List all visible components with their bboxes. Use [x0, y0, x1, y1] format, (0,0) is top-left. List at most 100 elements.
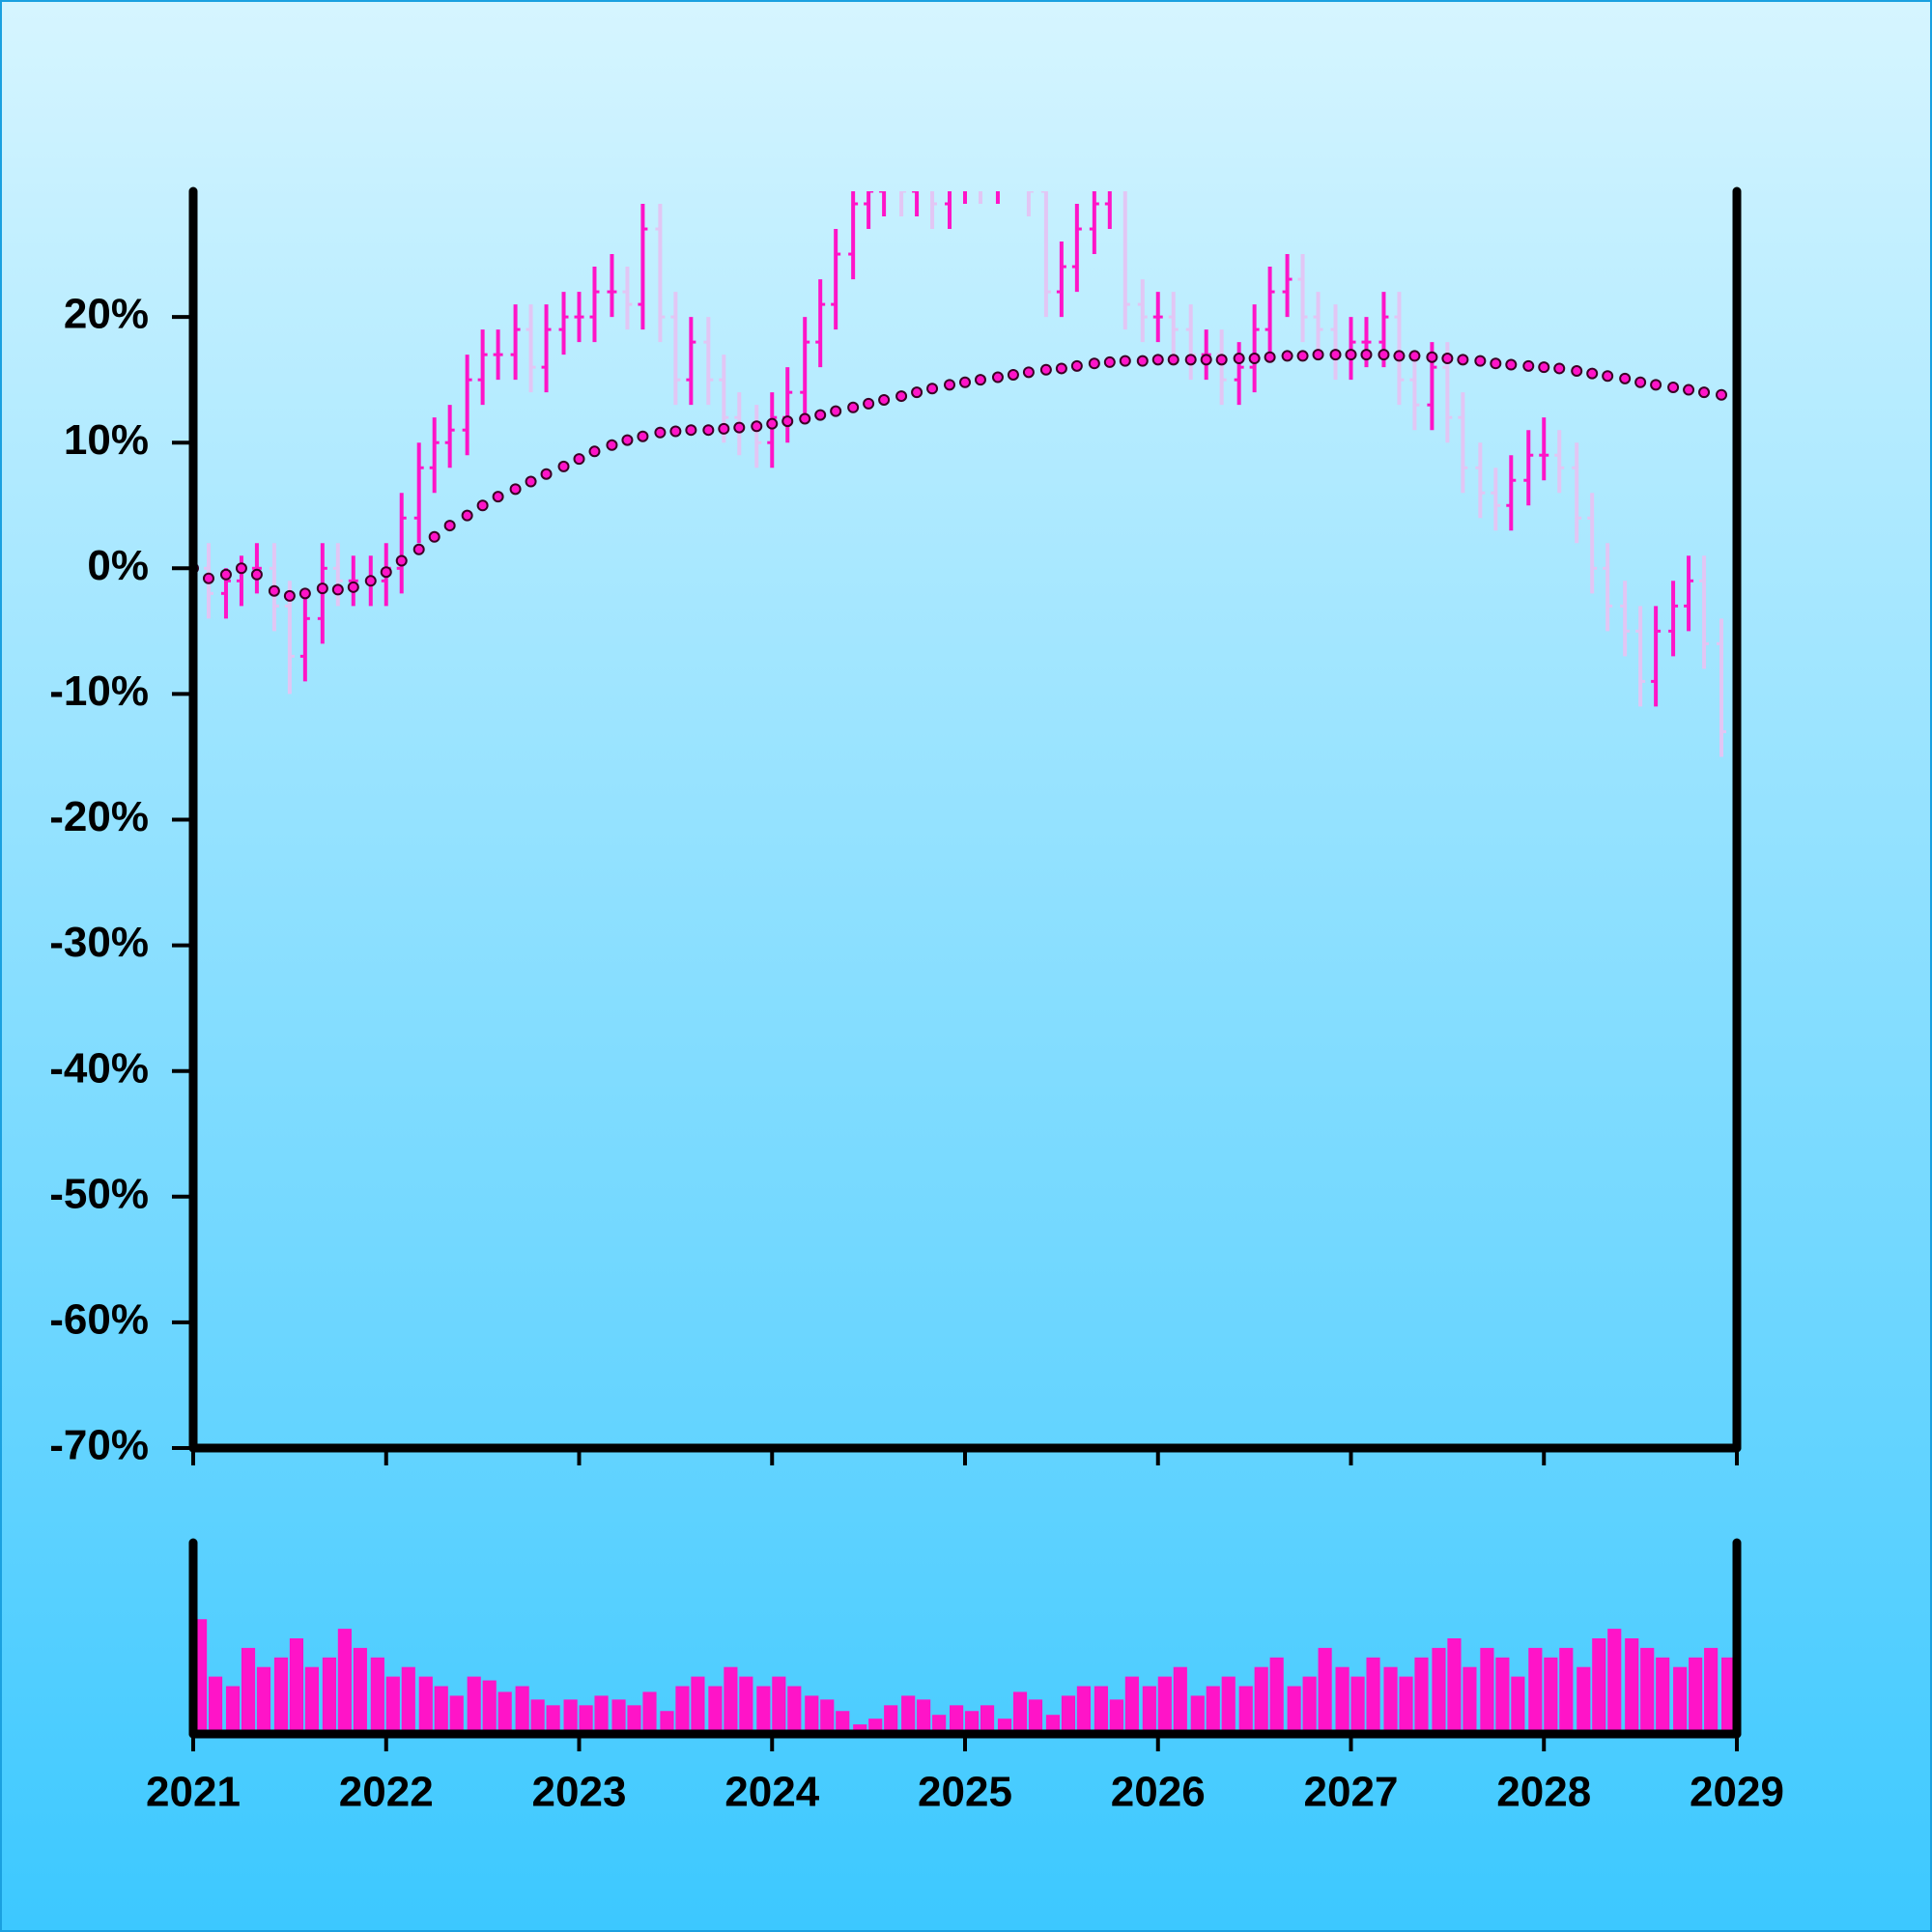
moving-average-dot — [1505, 358, 1518, 371]
moving-average-dot — [1329, 349, 1342, 361]
volume-bar — [1157, 1676, 1172, 1734]
volume-bar — [1673, 1666, 1688, 1734]
volume-bar — [1528, 1647, 1543, 1734]
moving-average-dot — [316, 582, 328, 595]
moving-average-dot — [1360, 349, 1373, 361]
volume-bar — [917, 1699, 931, 1734]
volume-bar — [691, 1676, 705, 1734]
moving-average-dot — [1088, 357, 1100, 370]
volume-bar — [1656, 1657, 1670, 1734]
moving-average-dot — [1553, 362, 1566, 375]
moving-average-dot — [606, 439, 618, 451]
moving-average-dot — [959, 376, 971, 388]
moving-average-dot — [895, 390, 908, 403]
volume-bar — [932, 1715, 947, 1734]
volume-bar — [497, 1691, 512, 1734]
x-tick-label: 2029 — [1690, 1769, 1784, 1816]
moving-average-dot — [1571, 365, 1583, 378]
moving-average-dot — [1200, 354, 1212, 366]
moving-average-dot — [718, 422, 730, 435]
x-tick-label: 2021 — [146, 1769, 241, 1816]
volume-bar — [1689, 1657, 1703, 1734]
volume-bar — [353, 1647, 367, 1734]
moving-average-dot — [540, 468, 553, 480]
y-tick-label: 10% — [64, 416, 149, 464]
volume-bar — [1640, 1647, 1655, 1734]
volume-bar — [1607, 1629, 1622, 1734]
volume-bar — [1045, 1715, 1061, 1734]
x-tick-label: 2023 — [532, 1769, 627, 1816]
moving-average-dot — [380, 566, 392, 579]
volume-bar — [418, 1676, 433, 1734]
volume-bar — [660, 1711, 674, 1734]
volume-bar — [627, 1705, 641, 1734]
moving-average-dot — [1345, 349, 1357, 361]
moving-average-dot — [781, 415, 794, 428]
moving-average-dot — [1408, 350, 1421, 362]
moving-average-dot — [1667, 381, 1680, 393]
volume-bar — [1447, 1638, 1462, 1734]
y-tick-label: -50% — [49, 1170, 149, 1217]
moving-average-dot — [557, 460, 570, 472]
y-tick-label: 20% — [64, 291, 149, 338]
x-tick-label: 2026 — [1111, 1769, 1206, 1816]
volume-bar — [1094, 1686, 1108, 1734]
moving-average-dot — [573, 453, 585, 466]
volume-bar — [208, 1676, 223, 1734]
moving-average-dot — [331, 583, 344, 596]
moving-average-dot — [1184, 354, 1197, 366]
moving-average-dot — [814, 409, 827, 421]
volume-bar — [1350, 1676, 1365, 1734]
moving-average-dot — [911, 386, 923, 399]
volume-bar — [1206, 1686, 1220, 1734]
volume-bar — [1061, 1695, 1076, 1734]
volume-bar — [579, 1705, 593, 1734]
plot-area — [193, 191, 1728, 757]
moving-average-dot — [751, 420, 763, 433]
volume-bar — [530, 1699, 545, 1734]
volume-bar — [1109, 1699, 1123, 1734]
volume-bar — [449, 1695, 464, 1734]
volume-bar — [1076, 1686, 1092, 1734]
moving-average-dot — [974, 374, 986, 386]
moving-average-dot — [1586, 367, 1599, 380]
moving-average-dot — [766, 417, 779, 430]
volume-bar — [1463, 1666, 1477, 1734]
volume-bar — [1190, 1695, 1205, 1734]
moving-average-dot — [412, 543, 425, 555]
volume-bar — [1592, 1638, 1606, 1734]
moving-average-dot — [1119, 355, 1131, 367]
volume-bar — [467, 1676, 481, 1734]
volume-bar — [1495, 1657, 1510, 1734]
moving-average-dot — [1634, 376, 1647, 388]
volume-bar — [1012, 1691, 1028, 1734]
volume-bar — [1511, 1676, 1525, 1734]
volume-bar — [820, 1699, 835, 1734]
moving-average-dot — [1538, 361, 1550, 374]
moving-average-dot — [944, 379, 956, 391]
moving-average-dot — [621, 434, 634, 446]
y-tick-label: -40% — [49, 1044, 149, 1092]
moving-average-dot — [1136, 355, 1149, 367]
moving-average-dot — [1103, 355, 1116, 368]
volume-bar — [1577, 1666, 1591, 1734]
volume-bar — [787, 1686, 802, 1734]
volume-bar — [980, 1705, 995, 1734]
volume-bar — [1414, 1657, 1429, 1734]
volume-bar — [401, 1666, 415, 1734]
y-tick-label: -60% — [49, 1296, 149, 1344]
moving-average-dot — [1522, 359, 1535, 372]
volume-bar — [1625, 1638, 1639, 1734]
moving-average-dot — [1619, 372, 1632, 384]
y-tick-label: -10% — [49, 668, 149, 715]
volume-bar — [1318, 1647, 1332, 1734]
moving-average-dot — [1650, 379, 1662, 391]
volume-bar — [1221, 1676, 1236, 1734]
y-tick-label: 0% — [87, 542, 149, 589]
volume-bar — [225, 1686, 241, 1734]
moving-average-dot — [926, 383, 939, 395]
moving-average-dot — [202, 572, 214, 584]
moving-average-dot — [1281, 350, 1293, 362]
